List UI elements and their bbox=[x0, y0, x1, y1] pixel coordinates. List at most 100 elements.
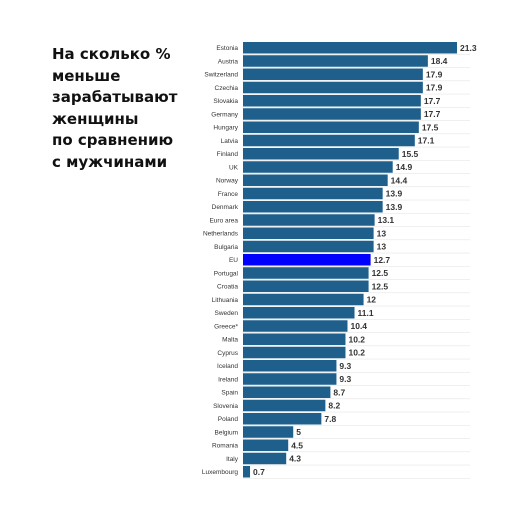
value-label: 17.7 bbox=[424, 96, 441, 106]
bar bbox=[243, 307, 355, 319]
bar bbox=[243, 293, 364, 306]
bar bbox=[243, 254, 371, 266]
value-label: 13.9 bbox=[386, 202, 403, 212]
bar bbox=[243, 134, 415, 147]
value-label: 17.9 bbox=[426, 83, 443, 93]
value-label: 10.4 bbox=[350, 321, 367, 331]
category-label: Slovakia bbox=[213, 98, 238, 105]
category-label: France bbox=[218, 191, 239, 198]
category-label: Czechia bbox=[215, 85, 239, 92]
category-label: Germany bbox=[211, 111, 238, 118]
bar bbox=[243, 426, 294, 438]
value-label: 13 bbox=[377, 242, 387, 252]
bar bbox=[243, 121, 419, 133]
category-label: Norway bbox=[216, 178, 239, 185]
bar bbox=[243, 280, 369, 292]
category-label: UK bbox=[229, 164, 239, 171]
value-label: 17.1 bbox=[418, 136, 435, 146]
category-label: Luxembourg bbox=[202, 469, 239, 476]
category-label: EU bbox=[229, 257, 238, 264]
bar bbox=[243, 399, 326, 412]
value-label: 17.7 bbox=[424, 109, 441, 119]
value-label: 9.3 bbox=[339, 361, 351, 371]
value-label: 17.5 bbox=[422, 122, 439, 132]
value-label: 10.2 bbox=[348, 348, 365, 358]
bar bbox=[243, 174, 388, 186]
value-label: 8.2 bbox=[328, 401, 340, 411]
title-line: женщины bbox=[52, 109, 139, 128]
value-label: 11.1 bbox=[358, 308, 374, 318]
bar bbox=[243, 386, 331, 398]
value-label: 13 bbox=[377, 228, 387, 238]
category-label: Spain bbox=[221, 390, 238, 397]
title-line: зарабатывают bbox=[52, 88, 178, 106]
bar bbox=[243, 201, 383, 213]
bar bbox=[243, 68, 423, 80]
bar bbox=[243, 161, 393, 173]
value-label: 14.4 bbox=[391, 175, 408, 185]
value-label: 4.5 bbox=[291, 440, 303, 450]
category-label: Austria bbox=[218, 58, 239, 65]
category-label: Denmark bbox=[212, 204, 239, 211]
bar bbox=[243, 55, 428, 67]
bar bbox=[243, 360, 337, 372]
category-label: Finland bbox=[217, 151, 239, 158]
value-label: 15.5 bbox=[402, 149, 419, 159]
bar bbox=[243, 240, 374, 253]
bar bbox=[243, 42, 457, 54]
category-label: Malta bbox=[222, 337, 238, 344]
value-label: 12.7 bbox=[374, 255, 391, 265]
value-label: 18.4 bbox=[431, 56, 448, 66]
value-label: 12.5 bbox=[372, 268, 389, 278]
category-label: Euro area bbox=[209, 217, 238, 224]
value-label: 12.5 bbox=[372, 281, 389, 291]
bar bbox=[243, 187, 383, 200]
bar bbox=[243, 333, 346, 345]
bar bbox=[243, 214, 375, 226]
value-label: 9.3 bbox=[339, 374, 351, 384]
category-label: Greece* bbox=[214, 323, 238, 330]
category-label: Lithuania bbox=[212, 297, 239, 304]
category-label: Sweden bbox=[215, 310, 239, 317]
bar bbox=[243, 81, 423, 94]
bar bbox=[243, 95, 421, 107]
category-label: Estonia bbox=[216, 45, 238, 52]
bar bbox=[243, 108, 421, 120]
category-label: Bulgaria bbox=[214, 244, 238, 251]
bar bbox=[243, 320, 348, 332]
value-label: 12 bbox=[367, 295, 377, 305]
value-label: 7.8 bbox=[324, 414, 336, 424]
category-label: Hungary bbox=[213, 125, 238, 132]
value-label: 5 bbox=[296, 427, 301, 437]
category-label: Belgium bbox=[215, 429, 238, 436]
value-label: 21.3 bbox=[460, 43, 477, 53]
value-label: 17.9 bbox=[426, 69, 443, 79]
value-label: 4.3 bbox=[289, 454, 301, 464]
title-line: меньше bbox=[52, 66, 121, 85]
category-label: Cyprus bbox=[217, 350, 238, 357]
value-label: 14.9 bbox=[396, 162, 413, 172]
bar bbox=[243, 452, 287, 465]
bar bbox=[243, 148, 399, 160]
category-label: Croatia bbox=[217, 284, 238, 291]
value-label: 13.1 bbox=[378, 215, 395, 225]
category-label: Portugal bbox=[214, 270, 239, 277]
category-label: Iceland bbox=[217, 363, 238, 370]
category-label: Ireland bbox=[218, 376, 238, 383]
chart-title: На сколько % меньше зарабатывают женщины… bbox=[52, 44, 202, 173]
bar bbox=[243, 227, 374, 239]
bar bbox=[243, 413, 322, 425]
bar bbox=[243, 466, 251, 478]
category-label: Switzerland bbox=[204, 72, 238, 79]
category-label: Poland bbox=[218, 416, 239, 423]
bar bbox=[243, 373, 337, 385]
value-label: 0.7 bbox=[253, 467, 265, 477]
category-label: Slovenia bbox=[213, 403, 238, 410]
value-label: 10.2 bbox=[348, 334, 365, 344]
category-label: Romania bbox=[212, 443, 238, 450]
bar bbox=[243, 439, 289, 451]
bar bbox=[243, 267, 369, 279]
value-label: 8.7 bbox=[333, 387, 345, 397]
category-label: Italy bbox=[226, 456, 239, 463]
